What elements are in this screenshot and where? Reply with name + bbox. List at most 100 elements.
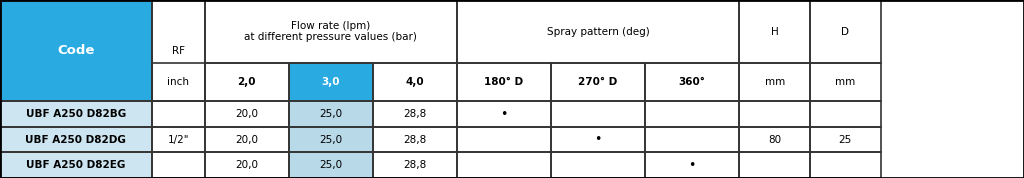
Bar <box>457 101 551 127</box>
Bar <box>152 127 205 152</box>
Text: 270° D: 270° D <box>579 77 617 87</box>
Bar <box>0 101 152 127</box>
Bar <box>152 101 205 127</box>
Bar <box>152 101 205 127</box>
Bar <box>0 127 152 152</box>
Bar <box>457 63 551 101</box>
Bar <box>373 63 457 101</box>
Bar <box>739 127 810 152</box>
Bar <box>739 0 810 63</box>
Bar <box>205 152 289 178</box>
Bar <box>205 0 457 63</box>
Bar <box>551 127 645 152</box>
Bar <box>373 152 457 178</box>
Bar <box>739 0 810 63</box>
Bar <box>739 63 810 101</box>
Bar <box>551 127 645 152</box>
Bar <box>152 63 205 101</box>
Text: 80: 80 <box>768 135 781 145</box>
Bar <box>205 101 289 127</box>
Bar <box>810 152 881 178</box>
Text: 180° D: 180° D <box>484 77 523 87</box>
Bar <box>205 127 289 152</box>
Bar <box>152 0 205 101</box>
Bar <box>551 152 645 178</box>
Bar <box>457 0 739 63</box>
Text: mm: mm <box>765 77 784 87</box>
Bar <box>0 152 152 178</box>
Bar <box>810 101 881 127</box>
Bar <box>373 127 457 152</box>
Text: 20,0: 20,0 <box>236 135 258 145</box>
Bar <box>289 152 373 178</box>
Bar <box>551 152 645 178</box>
Bar <box>289 63 373 101</box>
Text: 20,0: 20,0 <box>236 160 258 170</box>
Bar <box>739 101 810 127</box>
Bar <box>551 63 645 101</box>
Bar <box>457 101 551 127</box>
Bar <box>457 152 551 178</box>
Text: 360°: 360° <box>679 77 706 87</box>
Bar <box>0 152 152 178</box>
Bar <box>645 152 739 178</box>
Bar <box>0 127 152 152</box>
Text: D: D <box>842 27 849 37</box>
Bar <box>289 63 373 101</box>
Text: UBF A250 D82EG: UBF A250 D82EG <box>26 160 126 170</box>
Text: •: • <box>594 133 602 146</box>
Text: 25,0: 25,0 <box>319 109 342 119</box>
Bar <box>457 63 551 101</box>
Bar <box>152 127 205 152</box>
Bar <box>152 0 205 101</box>
Text: Flow rate (lpm)
at different pressure values (bar): Flow rate (lpm) at different pressure va… <box>245 21 417 42</box>
Bar <box>810 63 881 101</box>
Text: 25: 25 <box>839 135 852 145</box>
Bar <box>645 63 739 101</box>
Text: 2,0: 2,0 <box>238 77 256 87</box>
Bar <box>739 127 810 152</box>
Bar <box>810 101 881 127</box>
Bar <box>645 152 739 178</box>
Bar <box>152 63 205 101</box>
Bar <box>205 152 289 178</box>
Bar <box>373 63 457 101</box>
Bar <box>551 101 645 127</box>
Bar <box>205 127 289 152</box>
Bar <box>739 101 810 127</box>
Bar <box>739 152 810 178</box>
Bar <box>810 0 881 63</box>
Text: 28,8: 28,8 <box>403 109 426 119</box>
Bar <box>645 127 739 152</box>
Bar <box>289 127 373 152</box>
Bar <box>289 101 373 127</box>
Bar <box>645 101 739 127</box>
Bar <box>0 101 152 127</box>
Text: 3,0: 3,0 <box>322 77 340 87</box>
Bar <box>289 127 373 152</box>
Bar <box>373 101 457 127</box>
Bar <box>205 0 457 63</box>
Bar <box>645 63 739 101</box>
Text: 25,0: 25,0 <box>319 160 342 170</box>
Bar <box>0 0 152 101</box>
Bar <box>810 127 881 152</box>
Bar <box>457 127 551 152</box>
Bar <box>152 152 205 178</box>
Bar <box>645 127 739 152</box>
Bar <box>205 63 289 101</box>
Bar <box>373 101 457 127</box>
Bar <box>739 152 810 178</box>
Bar <box>457 127 551 152</box>
Text: mm: mm <box>836 77 855 87</box>
Text: UBF A250 D82BG: UBF A250 D82BG <box>26 109 126 119</box>
Bar <box>810 63 881 101</box>
Text: 28,8: 28,8 <box>403 135 426 145</box>
Bar <box>457 0 739 63</box>
Text: Code: Code <box>57 44 94 57</box>
Bar <box>205 101 289 127</box>
Bar <box>551 101 645 127</box>
Bar <box>551 63 645 101</box>
Bar <box>810 152 881 178</box>
Text: 1/2": 1/2" <box>168 135 188 145</box>
